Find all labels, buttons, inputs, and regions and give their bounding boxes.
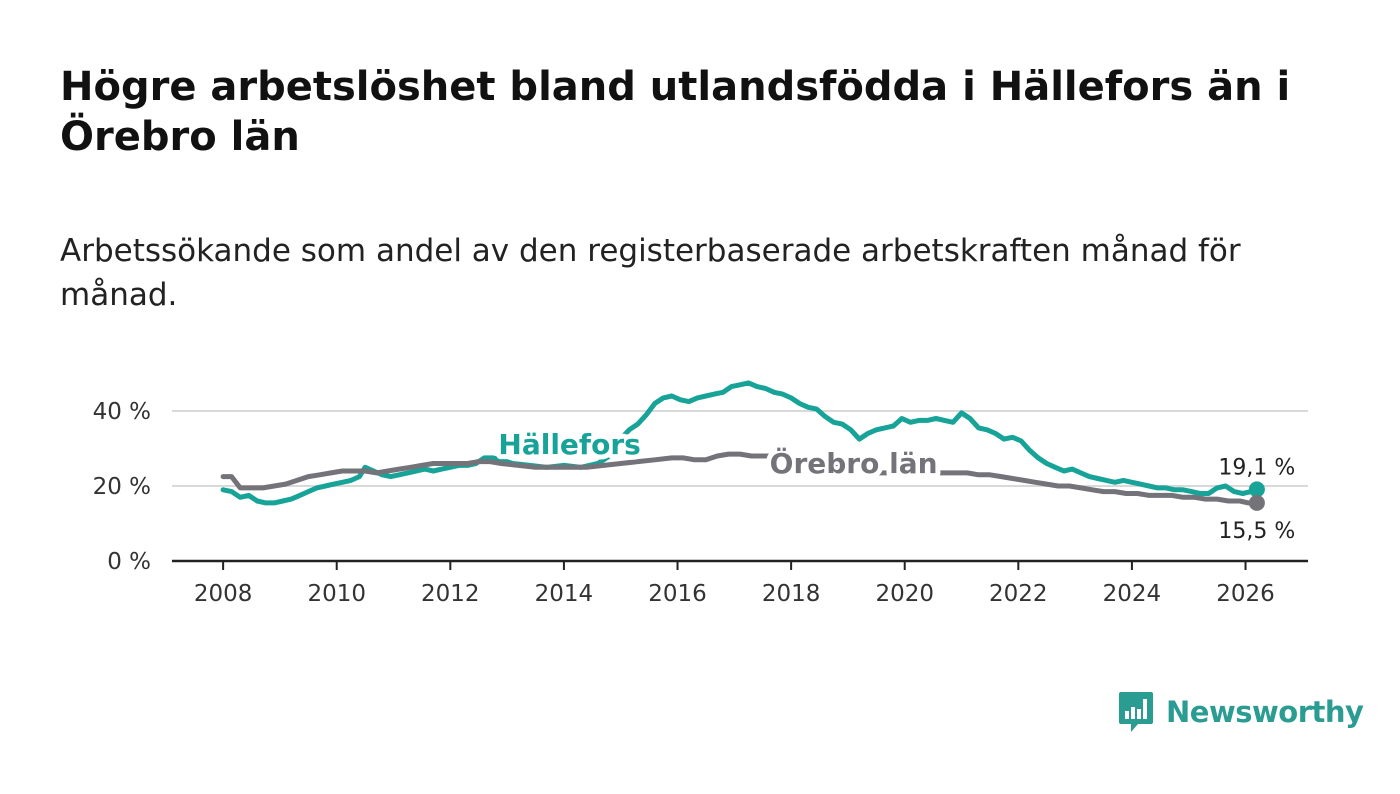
y-tick-label: 0 % xyxy=(107,549,151,575)
end-point-orebro-lan xyxy=(1248,494,1265,511)
gridlines: 0 % 20 % 40 % xyxy=(93,399,1308,575)
series-line-hallefors xyxy=(220,380,1260,506)
series-label-halo-hallefors: Hällefors xyxy=(498,428,640,461)
x-tick-label: 2016 xyxy=(648,581,707,607)
series-label-halo-orebro-lan: Örebro län xyxy=(770,446,938,480)
x-tick-label: 2008 xyxy=(194,581,253,607)
end-point-hallefors xyxy=(1248,481,1265,498)
series-lines xyxy=(220,380,1265,511)
x-tick-label: 2024 xyxy=(1103,581,1162,607)
logo-text: Newsworthy xyxy=(1166,695,1364,729)
y-tick-label: 40 % xyxy=(93,399,151,425)
series-label-orebro-lan: Örebro län xyxy=(770,446,938,480)
series-label-hallefors: Hällefors xyxy=(498,428,640,461)
x-tick-label: 2020 xyxy=(875,581,934,607)
end-value-label-orebro-lan: 15,5 % xyxy=(1218,519,1295,544)
x-tick-label: 2010 xyxy=(307,581,366,607)
end-value-label-hallefors: 19,1 % xyxy=(1218,455,1295,480)
x-tick-label: 2014 xyxy=(535,581,594,607)
series-line-orebro-lan xyxy=(220,451,1260,506)
x-tick-label: 2018 xyxy=(762,581,821,607)
chart-title: Högre arbetslöshet bland utlandsfödda i … xyxy=(60,64,1291,160)
chart-subtitle: Arbetssökande som andel av den registerb… xyxy=(60,233,1241,313)
x-tick-label: 2026 xyxy=(1216,581,1275,607)
y-tick-label: 20 % xyxy=(93,474,151,500)
x-tick-label: 2022 xyxy=(989,581,1048,607)
newsworthy-logo: Newsworthy xyxy=(1118,690,1364,734)
bar-chart-speech-bubble-icon xyxy=(1119,692,1153,732)
x-tick-label: 2012 xyxy=(421,581,480,607)
x-axis: 2008 2010 2012 2014 2016 2018 2020 2022 2024 2026 xyxy=(172,559,1308,607)
